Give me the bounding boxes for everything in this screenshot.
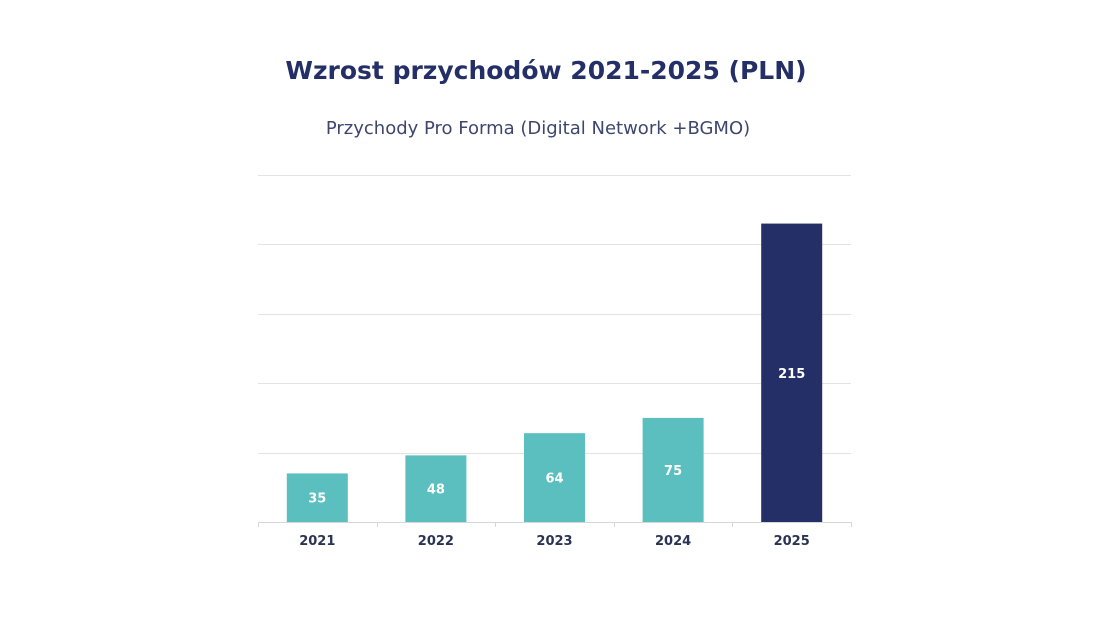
x-tick-label-2024: 2024 xyxy=(655,534,691,549)
bar-2022 xyxy=(405,455,467,522)
chart-title: Wzrost przychodów 2021-2025 (PLN) xyxy=(285,56,807,85)
x-axis-ticks: 2021 2022 2023 2024 2025 xyxy=(299,534,810,549)
data-label-2025: 215 xyxy=(778,367,805,382)
bar-2024 xyxy=(642,417,704,522)
data-label-2021: 35 xyxy=(308,492,326,507)
x-tick-label-2023: 2023 xyxy=(536,534,572,549)
bar-2021 xyxy=(286,473,348,522)
data-label-2024: 75 xyxy=(664,464,682,479)
data-label-2022: 48 xyxy=(427,483,445,498)
bar-2023 xyxy=(524,433,585,522)
data-label-2023: 64 xyxy=(545,472,563,487)
x-tick-label-2022: 2022 xyxy=(418,534,454,549)
x-tick-label-2021: 2021 xyxy=(299,534,335,549)
data-labels: 35 48 64 75 215 xyxy=(308,367,805,507)
chart-subtitle: Przychody Pro Forma (Digital Network +BG… xyxy=(325,118,751,139)
bar-2025 xyxy=(761,223,823,522)
bars xyxy=(286,223,823,522)
x-tick-label-2025: 2025 xyxy=(774,534,810,549)
